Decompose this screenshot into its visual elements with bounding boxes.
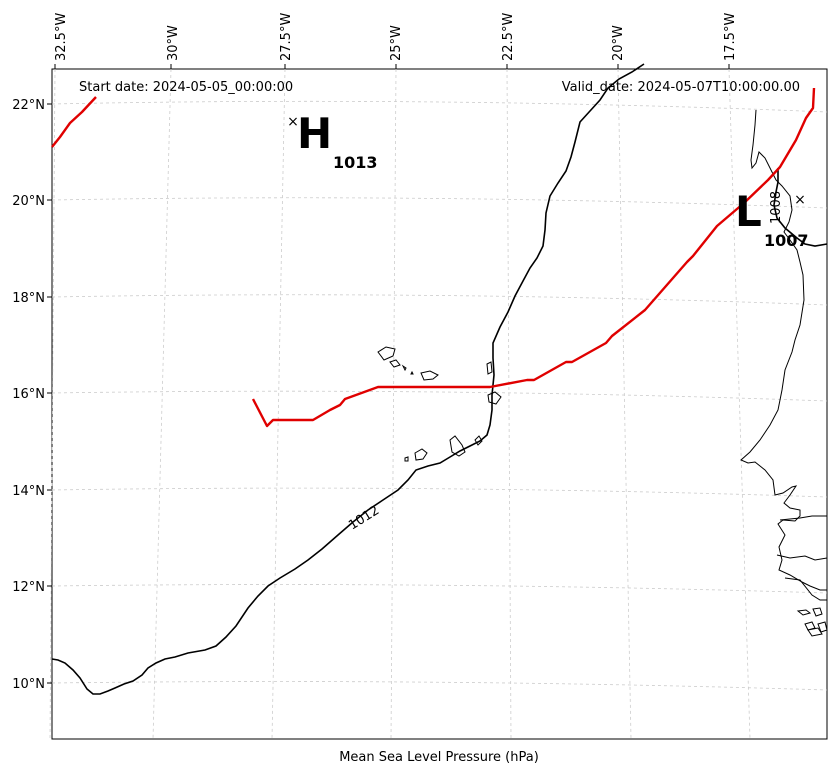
lat-tick-label: 18°N [12,291,45,306]
high-center-marker-icon: × [287,114,299,130]
coastline-africa [740,109,828,637]
lat-tick-label: 22°N [12,98,45,113]
lon-tick-label: 32.5°W [54,13,69,61]
lon-tick-label: 22.5°W [501,13,516,61]
lon-tick-label: 30°W [166,25,181,61]
lon-tick-label: 27.5°W [279,13,294,61]
lat-tick-label: 16°N [12,387,45,402]
lat-tick-label: 20°N [12,194,45,209]
lat-tick-label: 14°N [12,484,45,499]
axis-ticks [47,64,730,684]
high-pressure-letter: H [297,109,332,158]
axis-xlabel: Mean Sea Level Pressure (hPa) [339,750,539,765]
lon-tick-label: 25°W [389,25,404,61]
lon-tick-label: 17.5°W [723,13,738,61]
map-frame [51,68,828,740]
low-pressure-value: 1007 [764,231,809,250]
isobar-1012 [51,63,645,695]
lat-tick-label: 12°N [12,580,45,595]
isobars [51,63,828,695]
high-pressure-value: 1013 [333,153,378,172]
isobar-1008 [773,168,828,247]
lon-tick-label: 20°W [611,25,626,61]
storm-track [51,87,816,428]
graticule [49,68,828,740]
lat-tick-label: 10°N [12,677,45,692]
low-pressure-letter: L [735,187,762,236]
low-center-marker-icon: × [794,192,806,208]
contour-label-1008: 1008 [769,191,784,224]
valid-date: Valid_date: 2024-05-07T10:00:00.00 [562,80,800,95]
start-date: Start date: 2024-05-05_00:00:00 [79,80,293,95]
